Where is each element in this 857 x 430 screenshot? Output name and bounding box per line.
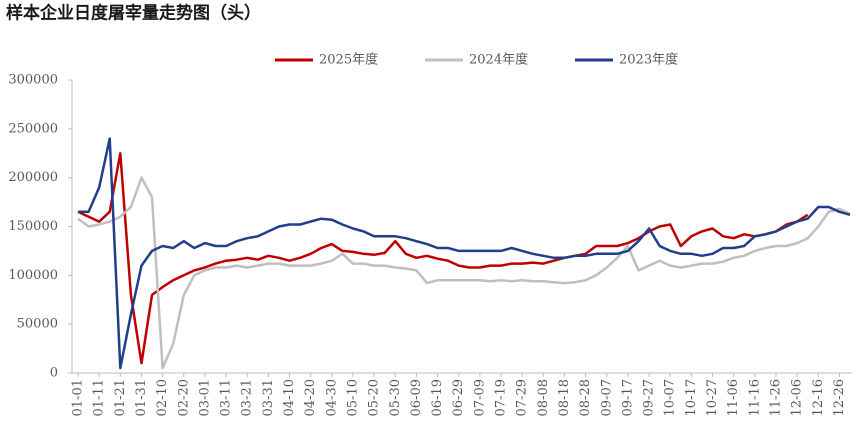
x-tick-label: 01-21 [113,379,128,416]
x-tick-label: 12-16 [811,379,826,416]
x-tick-label: 05-30 [388,379,403,416]
x-tick-label: 04-20 [303,379,318,416]
x-tick-label: 03-11 [219,379,234,416]
x-tick-label: 10-17 [684,379,699,416]
x-tick-label: 04-30 [324,379,339,416]
x-tick-label: 10-27 [705,379,720,416]
x-tick-label: 06-29 [451,379,466,416]
x-tick-label: 05-20 [367,379,382,416]
x-tick-label: 10-07 [663,379,678,416]
x-tick-label: 12-06 [790,379,805,416]
x-tick-label: 01-31 [134,379,149,416]
y-tick-label: 0 [50,366,58,381]
x-tick-label: 07-09 [472,379,487,416]
x-tick-label: 09-07 [599,379,614,416]
x-tick-label: 08-08 [536,379,551,416]
x-tick-label: 11-26 [768,379,783,416]
x-tick-label: 05-10 [345,379,360,416]
x-tick-label: 02-10 [155,379,170,416]
x-tick-label: 08-18 [557,379,572,416]
y-tick-label: 200000 [8,170,58,185]
series-line [78,137,851,370]
y-tick-label: 100000 [8,268,58,283]
chart-title: 样本企业日度屠宰量走势图（头） [6,3,261,24]
legend-label: 2023年度 [619,52,678,68]
x-tick-label: 08-28 [578,379,593,416]
x-tick-label: 06-09 [409,379,424,416]
x-tick-label: 12-26 [832,379,847,416]
x-tick-label: 01-11 [92,379,107,416]
x-tick-label: 04-10 [282,379,297,416]
x-tick-label: 03-31 [261,379,276,416]
series-line [77,176,851,370]
y-tick-label: 50000 [17,317,58,332]
legend-label: 2024年度 [469,52,528,68]
x-tick-label: 09-17 [620,379,635,416]
legend-label: 2025年度 [319,52,378,68]
x-tick-label: 02-20 [176,379,191,416]
y-tick-label: 300000 [8,73,58,88]
x-tick-label: 09-27 [642,379,657,416]
x-tick-label: 06-19 [430,379,445,416]
x-tick-label: 11-16 [747,379,762,416]
y-tick-label: 150000 [8,219,58,234]
x-tick-label: 01-01 [71,379,86,416]
x-tick-label: 11-06 [726,379,741,416]
x-tick-label: 03-01 [197,379,212,416]
x-tick-label: 03-21 [240,379,255,416]
x-tick-label: 07-19 [494,379,509,416]
series-line [77,152,809,365]
x-tick-label: 07-29 [515,379,530,416]
y-tick-label: 250000 [8,121,58,136]
